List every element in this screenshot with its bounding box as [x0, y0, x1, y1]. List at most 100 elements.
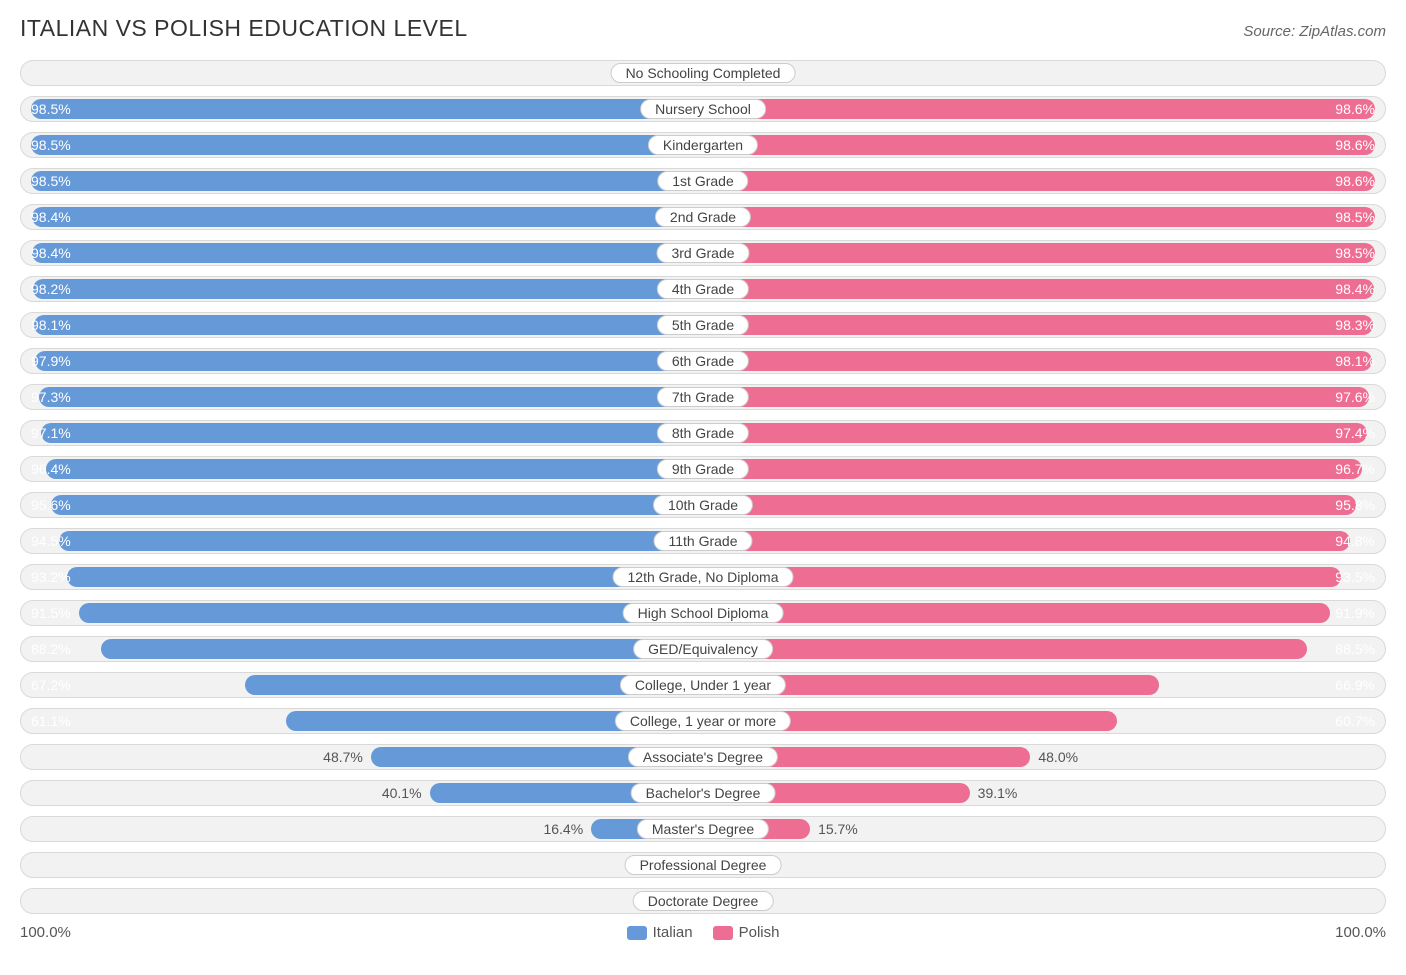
chart-row: 1.5%1.4%No Schooling Completed [20, 60, 1386, 86]
bar-left [46, 459, 703, 479]
category-pill: College, 1 year or more [615, 711, 791, 731]
value-left: 98.2% [31, 277, 71, 301]
bar-right [703, 639, 1307, 659]
legend-left: Italian [627, 924, 693, 941]
chart-row: 96.4%96.7%9th Grade [20, 456, 1386, 482]
bar-right [703, 135, 1375, 155]
legend-right: Polish [713, 924, 780, 941]
value-right: 39.1% [978, 781, 1018, 805]
chart-source: Source: ZipAtlas.com [1243, 23, 1386, 40]
category-pill: College, Under 1 year [620, 675, 786, 695]
category-pill: 9th Grade [657, 459, 749, 479]
value-right: 66.9% [1335, 673, 1375, 697]
value-left: 98.1% [31, 313, 71, 337]
bar-left [33, 279, 703, 299]
category-pill: 3rd Grade [656, 243, 749, 263]
chart-row: 98.5%98.6%Kindergarten [20, 132, 1386, 158]
bar-right [703, 495, 1356, 515]
axis-left-max: 100.0% [20, 924, 627, 941]
value-left: 98.4% [31, 241, 71, 265]
bar-left [31, 171, 703, 191]
chart-row: 4.8%4.6%Professional Degree [20, 852, 1386, 878]
value-left: 91.5% [31, 601, 71, 625]
bar-right [703, 279, 1374, 299]
category-pill: Bachelor's Degree [631, 783, 776, 803]
category-pill: High School Diploma [623, 603, 784, 623]
value-right: 91.9% [1335, 601, 1375, 625]
value-right: 88.5% [1335, 637, 1375, 661]
bar-left [34, 315, 703, 335]
value-left: 98.5% [31, 169, 71, 193]
bar-left [67, 567, 703, 587]
chart-row: 98.5%98.6%Nursery School [20, 96, 1386, 122]
value-left: 97.9% [31, 349, 71, 373]
value-right: 15.7% [818, 817, 858, 841]
value-left: 48.7% [323, 745, 363, 769]
value-left: 97.1% [31, 421, 71, 445]
bar-right [703, 99, 1375, 119]
value-left: 67.2% [31, 673, 71, 697]
chart-row: 16.4% 15.7% Master's Degree [20, 816, 1386, 842]
bar-left [32, 243, 703, 263]
source-name: ZipAtlas.com [1299, 23, 1386, 40]
chart-row: 97.9% 98.1% 6th Grade [20, 348, 1386, 374]
value-right: 48.0% [1038, 745, 1078, 769]
chart-row: 61.1% 60.7% College, 1 year or more [20, 708, 1386, 734]
value-right: 98.1% [1335, 349, 1375, 373]
value-left: 40.1% [382, 781, 422, 805]
bar-left [32, 207, 703, 227]
bar-right [703, 207, 1375, 227]
category-pill: 11th Grade [653, 531, 752, 551]
category-pill: 5th Grade [657, 315, 749, 335]
value-left: 88.2% [31, 637, 71, 661]
value-left: 16.4% [543, 817, 583, 841]
legend-right-label: Polish [739, 924, 780, 941]
value-right: 98.6% [1335, 133, 1375, 157]
category-pill: Associate's Degree [628, 747, 778, 767]
chart-row: 95.6%95.8%10th Grade [20, 492, 1386, 518]
category-pill: 4th Grade [657, 279, 749, 299]
bar-right [703, 351, 1372, 371]
bar-left [31, 99, 703, 119]
value-right: 98.4% [1335, 277, 1375, 301]
category-pill: Master's Degree [637, 819, 769, 839]
chart-row: 98.2% 98.4% 4th Grade [20, 276, 1386, 302]
source-label: Source: [1243, 23, 1295, 40]
legend-swatch-right [713, 926, 733, 940]
chart-row: 98.5%98.6%1st Grade [20, 168, 1386, 194]
chart-row: 98.1%98.3%5th Grade [20, 312, 1386, 338]
bar-left [79, 603, 703, 623]
value-left: 61.1% [31, 709, 71, 733]
category-pill: 10th Grade [653, 495, 753, 515]
butterfly-chart: 1.5%1.4%No Schooling Completed98.5%98.6%… [20, 60, 1386, 914]
value-right: 98.5% [1335, 205, 1375, 229]
category-pill: GED/Equivalency [633, 639, 773, 659]
value-right: 60.7% [1335, 709, 1375, 733]
category-pill: 12th Grade, No Diploma [613, 567, 794, 587]
category-pill: 6th Grade [657, 351, 749, 371]
category-pill: Nursery School [640, 99, 766, 119]
chart-row: 91.5% 91.9% High School Diploma [20, 600, 1386, 626]
category-pill: 7th Grade [657, 387, 749, 407]
bar-left [31, 135, 703, 155]
category-pill: Kindergarten [648, 135, 758, 155]
bar-left [39, 387, 703, 407]
value-left: 97.3% [31, 385, 71, 409]
chart-row: 48.7% 48.0% Associate's Degree [20, 744, 1386, 770]
value-left: 95.6% [31, 493, 71, 517]
axis-right-max: 100.0% [779, 924, 1386, 941]
value-right: 93.5% [1335, 565, 1375, 589]
chart-header: ITALIAN VS POLISH EDUCATION LEVEL Source… [20, 15, 1386, 42]
bar-left [101, 639, 703, 659]
value-left: 98.5% [31, 97, 71, 121]
chart-row: 2.0%1.9%Doctorate Degree [20, 888, 1386, 914]
chart-row: 93.2%93.5%12th Grade, No Diploma [20, 564, 1386, 590]
category-pill: Doctorate Degree [633, 891, 774, 911]
bar-right [703, 423, 1367, 443]
bar-right [703, 567, 1341, 587]
chart-row: 97.3%97.6%7th Grade [20, 384, 1386, 410]
chart-row: 67.2% 66.9% College, Under 1 year [20, 672, 1386, 698]
value-right: 98.5% [1335, 241, 1375, 265]
chart-footer: 100.0% Italian Polish 100.0% [20, 924, 1386, 941]
chart-row: 98.4%98.5%2nd Grade [20, 204, 1386, 230]
